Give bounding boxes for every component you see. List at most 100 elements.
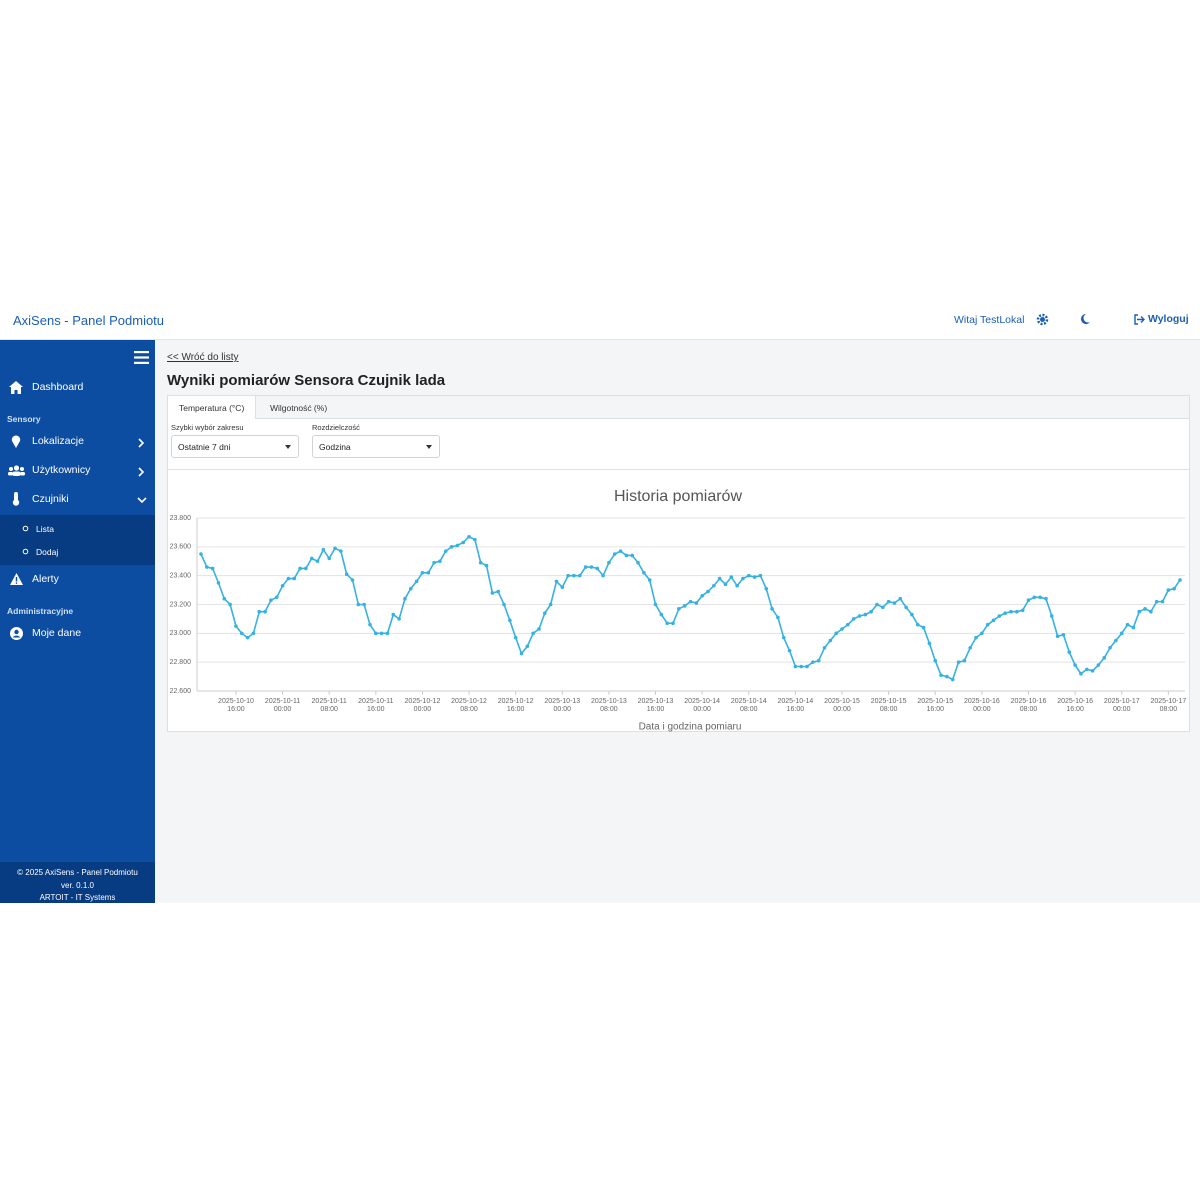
data-point [368,622,372,627]
data-point [892,601,897,605]
menu-item[interactable]: Czujniki [0,487,155,513]
data-point [997,614,1002,618]
x-tick-label: 2025-10-14 00:00 [684,698,721,713]
back-link[interactable]: << Wróć do listy [167,352,239,363]
menu-label: Dashboard [32,381,84,393]
data-point [1131,625,1136,630]
menu-item[interactable]: Dashboard [0,375,155,401]
data-point [706,589,710,594]
select-value: Ostatnie 7 dni [178,442,231,452]
data-point [624,553,629,558]
data-point [199,552,203,556]
data-point [391,612,396,617]
data-point [1102,656,1107,660]
select[interactable]: Godzina [312,435,440,458]
y-tick-label: 23.800 [170,515,192,522]
settings-icon[interactable] [1036,313,1049,326]
data-point [589,565,594,569]
theme-icon[interactable] [1079,313,1091,325]
home-icon [9,381,23,394]
data-point [1149,609,1153,614]
data-point [974,635,978,640]
sidebar-footer: © 2025 AxiSens - Panel Podmiotu ver. 0.1… [0,862,155,903]
data-point [770,607,774,611]
data-point [1108,645,1112,650]
brand[interactable]: AxiSens - Panel Podmiotu [13,313,165,328]
chevron [138,438,145,448]
tab[interactable]: Wilgotność (%) [270,403,328,413]
field-label: Szybki wybór zakresu [171,423,244,432]
caret [285,445,291,449]
greeting[interactable]: Witaj TestLokal [954,314,1025,326]
data-point [898,596,903,601]
data-point [653,602,658,607]
menu-item[interactable]: Moje dane [0,621,155,647]
menu-item[interactable]: Użytkownicy [0,458,155,484]
data-point [263,609,267,614]
select[interactable]: Ostatnie 7 dni [171,435,299,458]
x-tick-label: 2025-10-12 16:00 [497,698,534,713]
x-tick-label: 2025-10-12 08:00 [451,698,487,713]
data-point [566,573,570,578]
alert-icon [10,573,23,585]
x-tick-label: 2025-10-16 08:00 [1010,698,1047,713]
data-point [1067,650,1072,654]
data-point [752,575,757,579]
data-point [962,658,967,663]
logout[interactable]: Wyloguj [1148,313,1189,325]
y-tick-label: 23.000 [170,630,192,637]
menu-item[interactable]: Alerty [0,567,155,593]
data-point [1061,632,1066,637]
data-point [630,553,635,558]
data-point [811,660,815,664]
menu-toggle[interactable] [134,351,149,364]
chart-container: Historia pomiarów Data i godzina pomiaru… [168,471,1189,733]
data-point [513,635,518,640]
data-point [1079,671,1083,676]
data-point [280,583,285,588]
user-icon [10,627,23,640]
x-tick-label: 2025-10-16 16:00 [1057,698,1093,713]
data-point [408,586,413,591]
bullet [22,525,29,532]
x-tick-label: 2025-10-11 08:00 [311,698,347,713]
data-point [502,602,506,607]
data-point [298,566,302,571]
x-tick-label: 2025-10-11 00:00 [264,698,301,713]
data-point [846,622,850,627]
y-tick-label: 22.800 [170,659,192,666]
x-tick-label: 2025-10-16 00:00 [963,698,1000,713]
data-point [665,621,669,626]
footer-line: © 2025 AxiSens - Panel Podmiotu [17,868,138,877]
data-point [344,572,349,577]
data-point [461,540,466,545]
data-point [1178,578,1182,582]
data-point [758,573,763,578]
data-point [577,573,582,578]
data-point [945,674,949,679]
data-point [350,578,355,582]
data-point [222,596,227,601]
data-point [939,673,943,677]
data-point [980,631,984,636]
data-point [1160,599,1165,604]
tab[interactable]: Temperatura (°C) [168,396,257,419]
data-point [776,615,780,620]
data-point [968,645,973,650]
data-point [205,565,209,569]
data-point [647,578,652,582]
data-point [438,559,442,564]
data-point [414,579,419,584]
data-point [321,547,326,552]
data-point [315,559,320,564]
data-point [274,595,279,600]
menu-item[interactable]: Lokalizacje [0,429,155,455]
y-tick-label: 23.400 [170,573,192,580]
submenu-item[interactable]: Lista [36,524,54,534]
data-point [432,560,436,565]
submenu-item[interactable]: Dodaj [36,547,59,557]
y-tick-label: 23.600 [170,544,192,551]
users-icon [8,465,25,476]
sidebar: Dashboard Sensory Lokalizacje Użytkownic… [0,340,155,903]
data-point [216,581,221,585]
